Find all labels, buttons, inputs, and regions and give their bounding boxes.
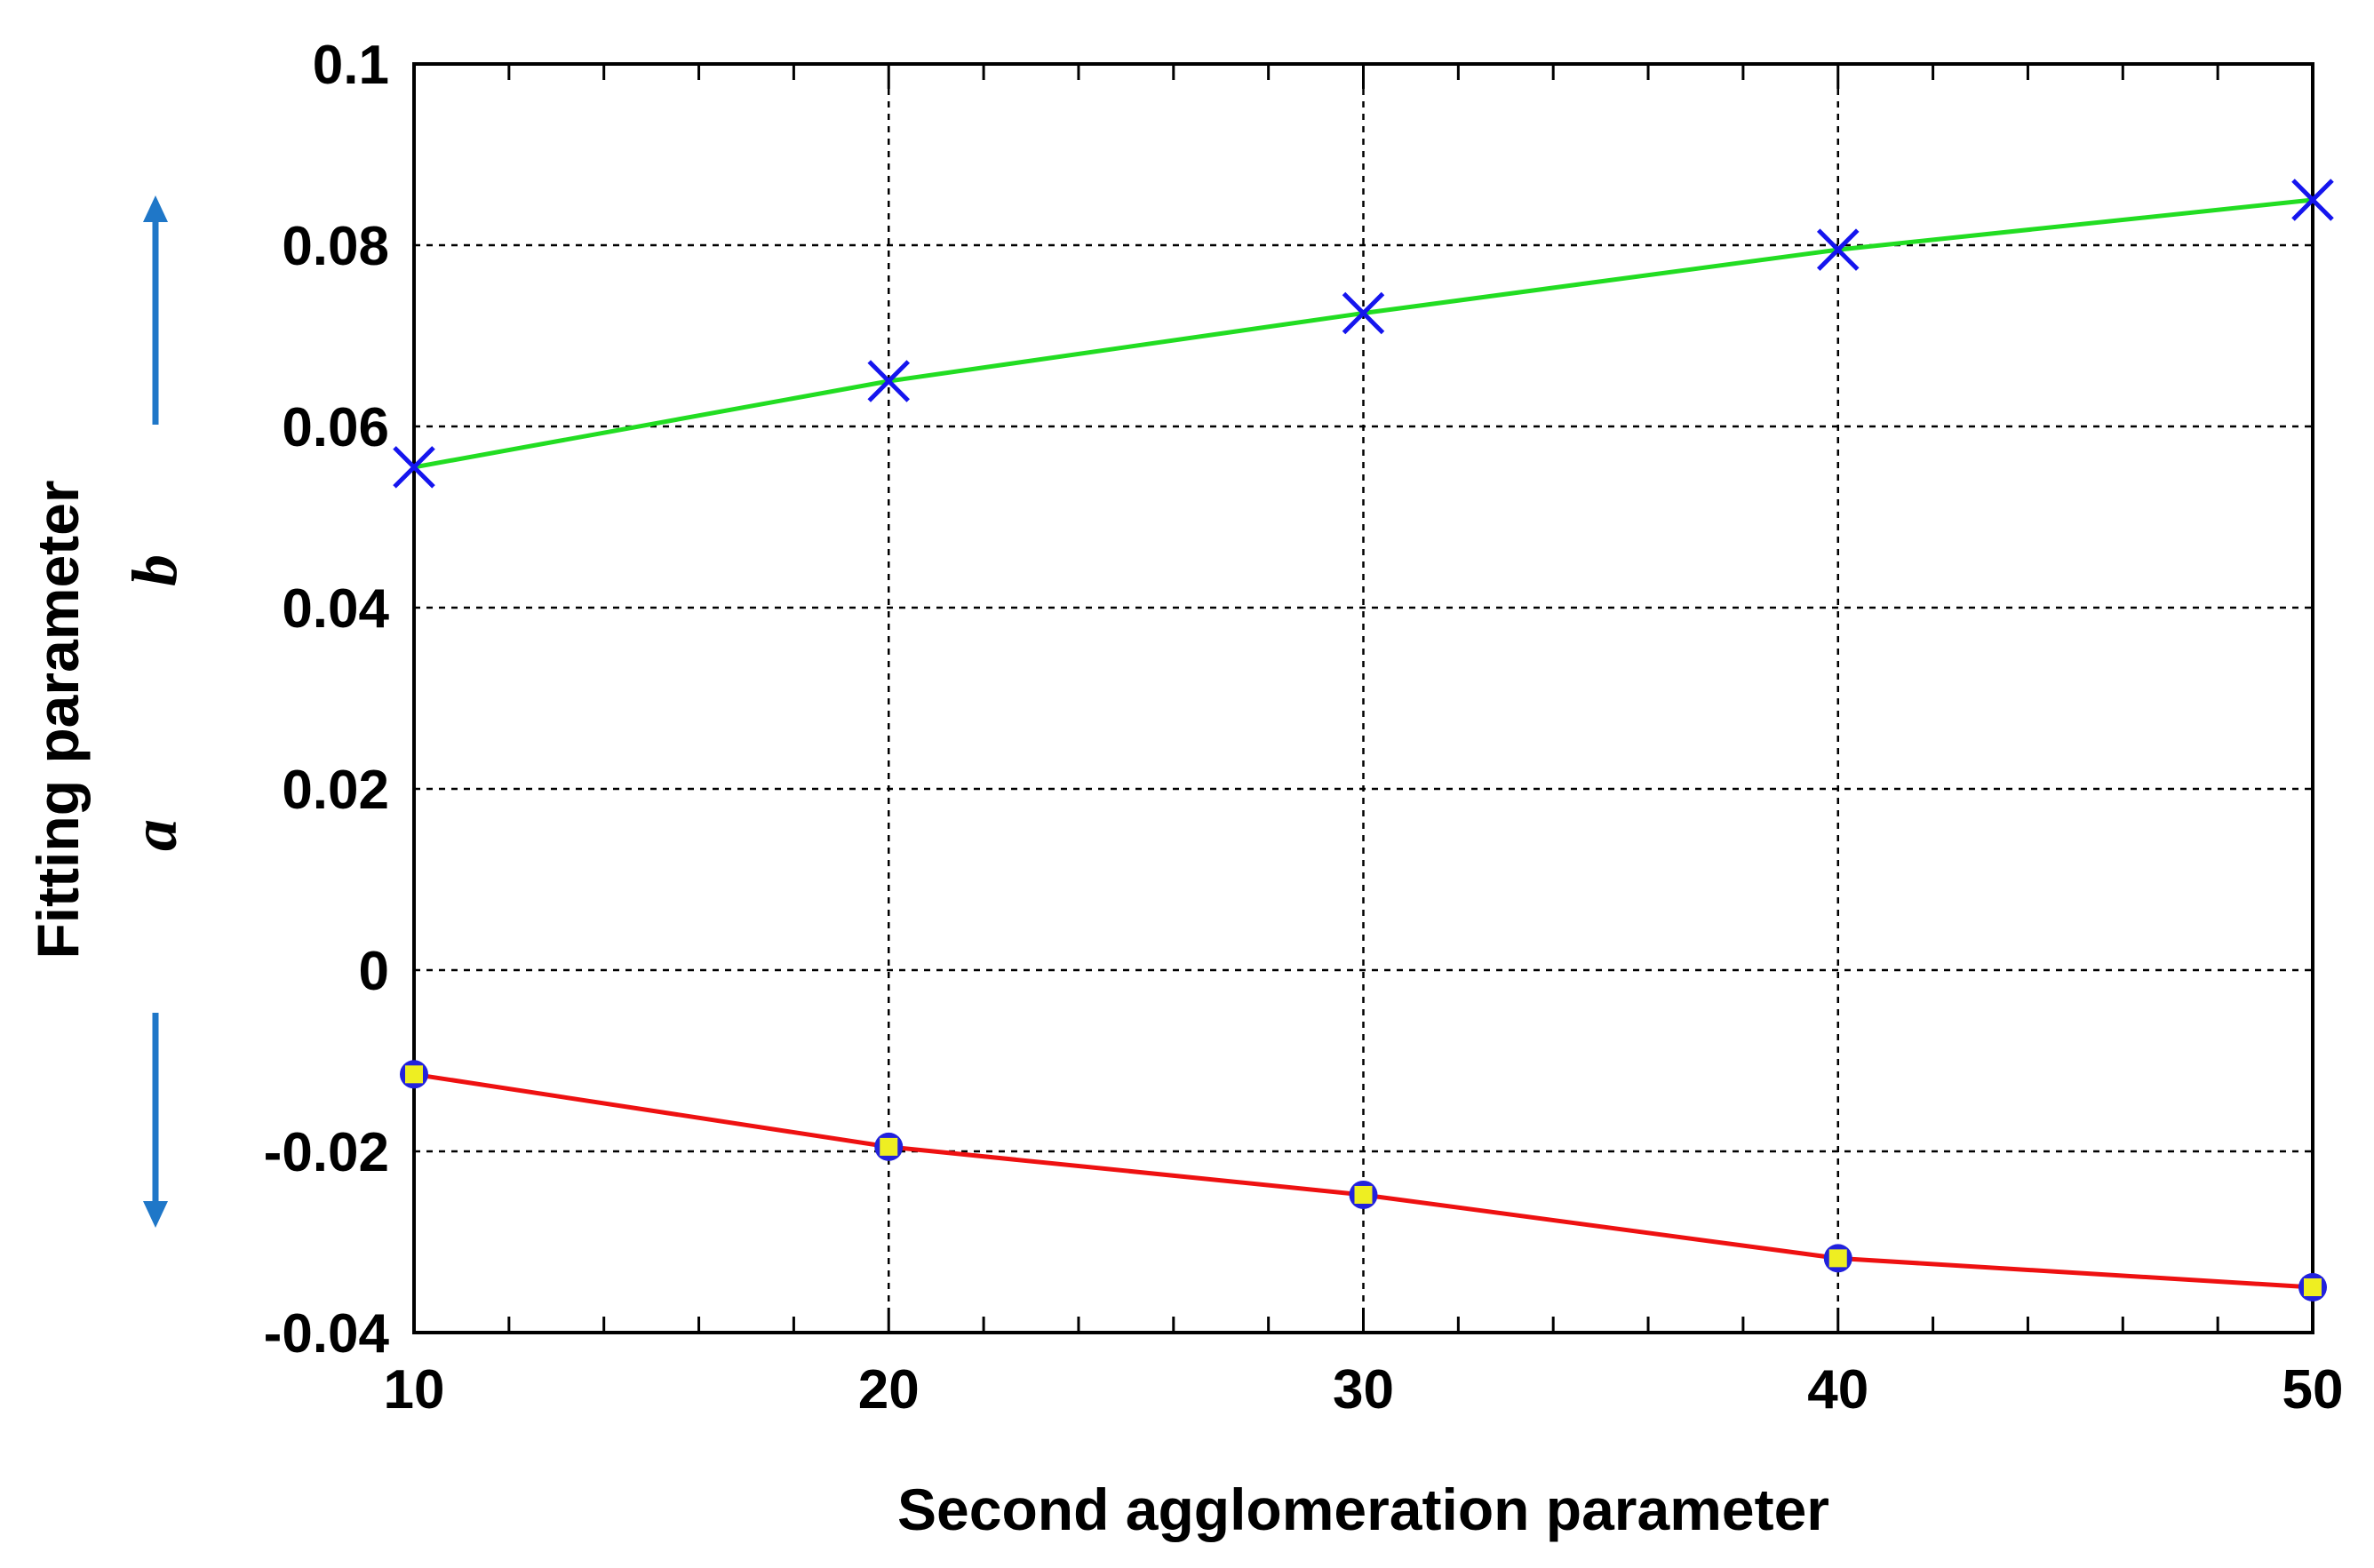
data-point-b: [393, 446, 435, 489]
y-tick-label: -0.02: [264, 1122, 389, 1183]
y-axis-title-group: Fitting parameter: [25, 480, 91, 959]
data-point-b: [1816, 228, 1860, 271]
data-point-a: [400, 1060, 428, 1089]
data-point-b: [2291, 179, 2334, 221]
x-tick-label: 30: [1333, 1359, 1394, 1421]
minor-ticks: [507, 64, 2219, 1333]
series-letter-a-group: a: [119, 819, 190, 851]
x-tick-label: 10: [384, 1359, 445, 1421]
x-tick-label: 20: [858, 1359, 920, 1421]
arrow-up-b: [143, 195, 168, 425]
series-letter-b: b: [119, 554, 190, 586]
data-point-b: [867, 360, 911, 402]
data-markers: [393, 179, 2334, 1301]
y-tick-label: 0.1: [313, 35, 389, 96]
x-axis-title: Second agglomeration parameter: [897, 1476, 1829, 1542]
x-tick-labels: 10 20 30 40 50: [384, 1359, 2344, 1421]
data-point-a: [1349, 1180, 1378, 1209]
grid-lines: [414, 64, 2313, 1333]
y-tick-label: -0.04: [264, 1303, 390, 1365]
x-tick-label: 50: [2282, 1359, 2344, 1421]
data-point-a: [874, 1132, 904, 1161]
data-point-a: [2298, 1273, 2327, 1301]
y-tick-labels: -0.04 -0.02 0 0.02 0.04 0.06 0.08 0.1: [264, 35, 390, 1365]
y-tick-label: 0: [359, 941, 389, 1002]
y-axis-title: Fitting parameter: [25, 480, 91, 959]
x-tick-label: 40: [1807, 1359, 1868, 1421]
series-letter-b-group: b: [119, 554, 190, 586]
data-point-a: [1823, 1244, 1852, 1273]
y-tick-label: 0.06: [282, 397, 389, 458]
data-point-b: [1342, 291, 1385, 335]
series-letter-a: a: [119, 819, 190, 851]
arrow-down-a: [143, 1013, 168, 1228]
y-tick-label: 0.02: [282, 760, 389, 821]
y-tick-label: 0.04: [282, 578, 389, 640]
direction-arrows: [143, 195, 168, 1228]
y-tick-label: 0.08: [282, 216, 389, 277]
